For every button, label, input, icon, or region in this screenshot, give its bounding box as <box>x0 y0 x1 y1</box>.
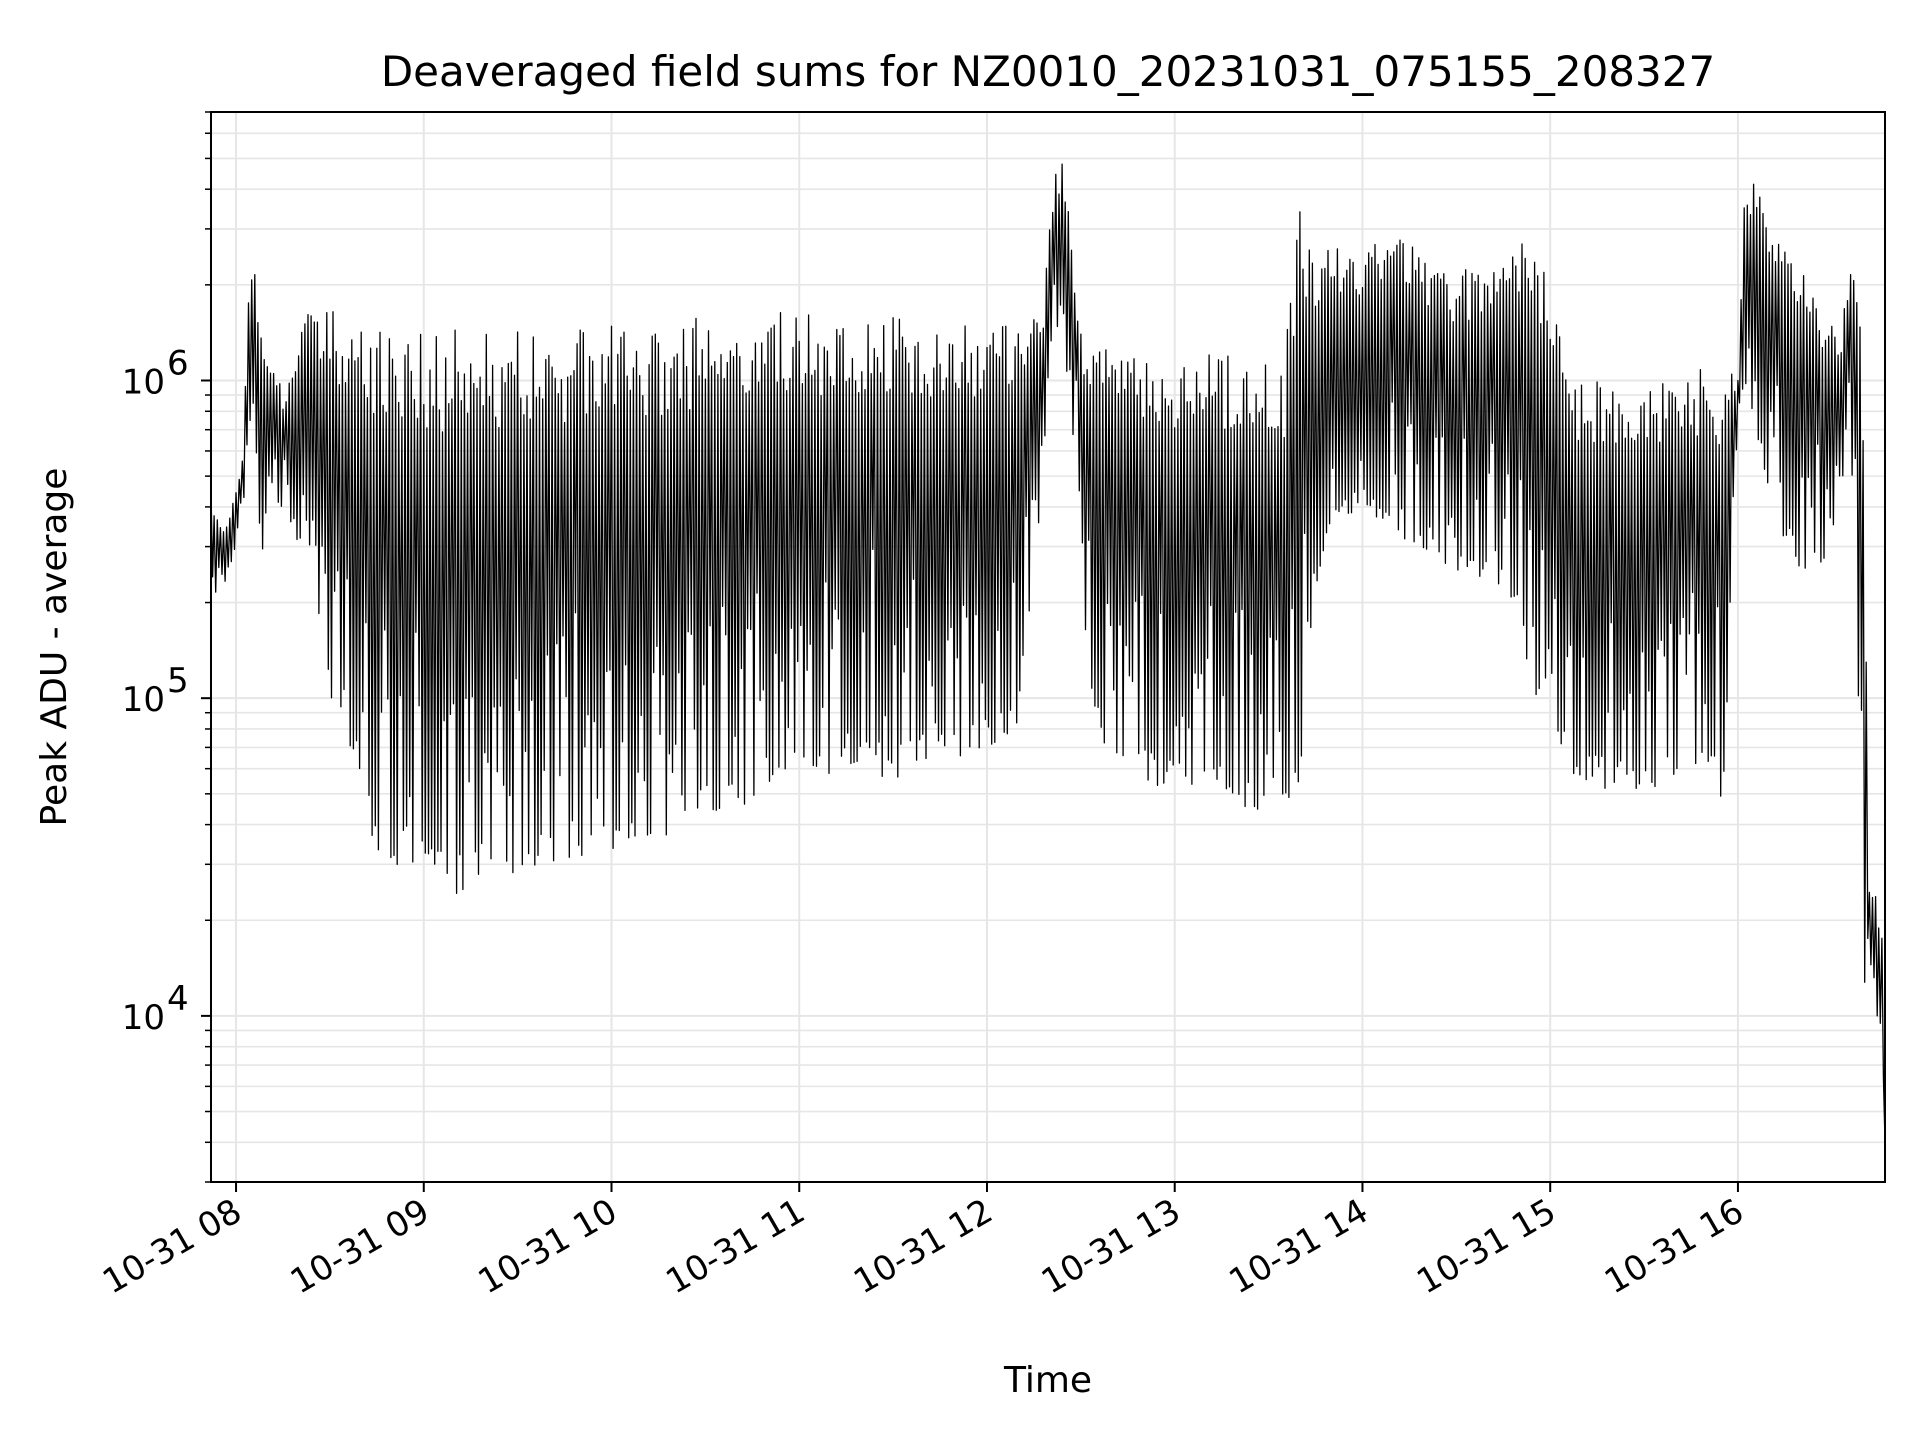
plot-frame <box>210 111 1886 1183</box>
y-tick-label-exponent: 5 <box>167 661 189 701</box>
y-tick-label-base: 10 <box>122 362 165 402</box>
y-tick-label-exponent: 6 <box>167 343 189 383</box>
series-layer <box>210 163 1886 1143</box>
y-axis-label: Peak ADU - average <box>34 468 75 827</box>
y-tick-label-exponent: 4 <box>167 979 189 1019</box>
y-tick-label: 10 4 <box>122 979 189 1038</box>
x-axis-label: Time <box>1003 1360 1092 1401</box>
y-tick-label: 10 5 <box>122 661 189 720</box>
y-tick-label: 10 6 <box>122 343 189 402</box>
series-line-0 <box>210 163 1886 1143</box>
y-tick-label-base: 10 <box>122 998 165 1038</box>
chart-title: Deaveraged field sums for NZ0010_2023103… <box>381 47 1715 96</box>
y-tick-label-base: 10 <box>122 680 165 720</box>
